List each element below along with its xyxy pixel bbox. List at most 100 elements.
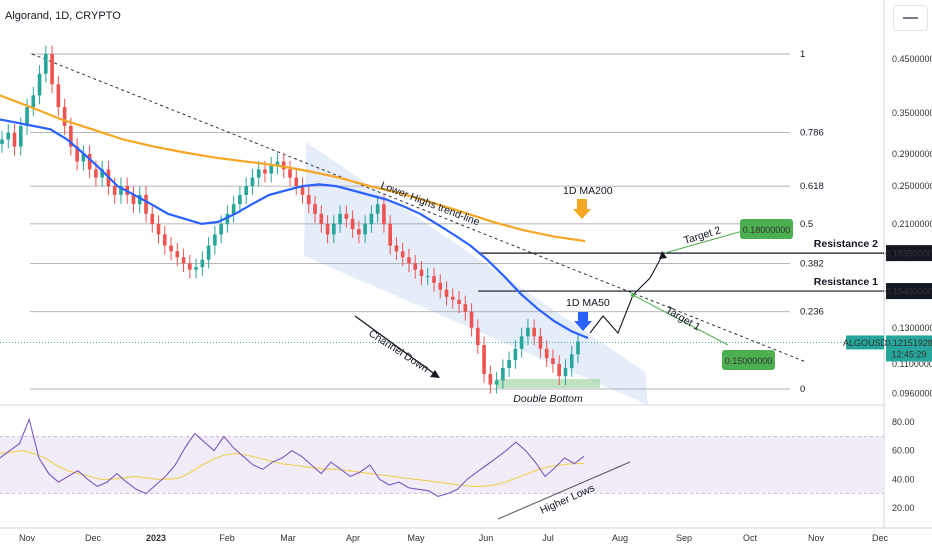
candle-body	[31, 95, 36, 108]
candle-body	[488, 374, 493, 385]
candle-body	[169, 245, 173, 252]
time-axis-tick: Oct	[743, 533, 758, 543]
higher-lows-line	[497, 461, 631, 520]
price-axis-tick: 0.29000000	[892, 149, 932, 159]
time-axis-tick: Sep	[676, 533, 692, 543]
ma200-arrow-icon	[573, 199, 591, 219]
channel-arrow-head	[430, 370, 440, 378]
projection-path	[589, 255, 663, 335]
candle-body	[557, 363, 562, 377]
candle-body	[494, 380, 499, 385]
candle-body	[175, 251, 180, 258]
candle-body	[394, 245, 399, 252]
candle-body	[526, 327, 530, 337]
price-axis-tick: 0.45000000	[892, 54, 932, 64]
last-price-label: 0.12151928	[885, 338, 932, 348]
candle-body	[244, 186, 248, 195]
target-price-label: 0.15000000	[725, 356, 773, 366]
candle-body	[112, 186, 117, 195]
candle-body	[513, 348, 518, 361]
resistance-price-tag	[886, 245, 932, 262]
price-axis-tick: 0.21000000	[892, 219, 932, 229]
time-axis-tick: Apr	[346, 533, 360, 543]
projection-arrow-head	[659, 251, 667, 259]
candle-body	[569, 354, 574, 368]
chart-title: Algorand, 1D, CRYPTO	[5, 10, 121, 22]
time-axis-tick: May	[407, 533, 425, 543]
target-price-box	[740, 219, 793, 239]
candle-body	[375, 204, 380, 214]
candle-body	[476, 327, 480, 346]
symbol-tag	[846, 335, 884, 350]
countdown-label: 12:45:29	[891, 349, 926, 359]
resistance-price-label: 0.18350000	[885, 249, 932, 259]
time-axis-tick: Dec	[85, 533, 102, 543]
candle-body	[413, 263, 418, 270]
time-axis-tick: 2023	[146, 533, 166, 543]
candle-body	[544, 348, 549, 359]
candle-body	[350, 218, 355, 230]
time-axis-tick: Nov	[808, 533, 825, 543]
double-bottom-box	[497, 379, 600, 388]
candle-body	[469, 311, 474, 328]
rsi-axis-tick: 40.00	[892, 474, 915, 484]
symbol-tag-label: ALGOUSD	[843, 338, 888, 348]
candle-body	[81, 153, 86, 162]
candle-body	[357, 229, 361, 235]
channel-arrow-line	[354, 315, 437, 376]
candle-body	[332, 223, 336, 235]
candle-body	[213, 234, 217, 246]
fib-level-label: 0.236	[800, 307, 824, 318]
candle-body	[119, 186, 123, 195]
candle-body	[519, 336, 524, 349]
candle-body	[0, 139, 4, 144]
candle-body	[344, 213, 349, 219]
target-origin-dot	[631, 293, 635, 297]
ma50-line	[0, 118, 589, 340]
target-2-line	[664, 229, 747, 254]
candle-body	[388, 223, 392, 246]
time-axis-tick: Jul	[542, 533, 554, 543]
candle-body	[37, 73, 42, 96]
fib-level-label: 1	[800, 49, 805, 60]
candle-body	[18, 125, 23, 147]
candle-body	[288, 169, 292, 178]
candle-body	[507, 360, 511, 368]
lower-highs-trend-line	[31, 53, 807, 363]
time-axis-tick: Mar	[280, 533, 296, 543]
candle-body	[281, 161, 286, 170]
candle-body	[450, 296, 455, 300]
candle-body	[94, 169, 98, 178]
candle-body	[563, 367, 568, 377]
price-axis-tick: 0.35000000	[892, 108, 932, 118]
time-axis-tick: Jun	[479, 533, 494, 543]
candle-body	[407, 257, 411, 264]
candle-body	[269, 165, 274, 174]
candle-body	[137, 194, 142, 205]
target-1-line	[632, 294, 729, 346]
resistance-label: Resistance 2	[814, 238, 878, 250]
ma50-label: 1D MA50	[566, 297, 610, 309]
candle-body	[319, 213, 324, 224]
candle-body	[432, 276, 436, 283]
rsi-ma-line	[0, 450, 584, 487]
candle-body	[150, 213, 155, 224]
candle-body	[363, 223, 367, 235]
candle-body	[44, 54, 48, 74]
fib-level-label: 0.382	[800, 258, 824, 269]
candle-body	[482, 345, 486, 375]
candle-body	[25, 107, 29, 126]
candle-body	[206, 245, 211, 260]
price-axis-tick: 0.13000000	[892, 323, 932, 333]
candle-body	[162, 234, 167, 246]
candle-body	[144, 194, 148, 214]
last-price-tag	[886, 335, 932, 362]
chart-menu-button[interactable]	[893, 5, 928, 31]
candle-body	[419, 269, 424, 277]
candle-body	[338, 213, 342, 224]
candle-body	[69, 125, 73, 147]
candle-body	[50, 54, 54, 85]
candle-body	[194, 267, 198, 270]
candle-body	[62, 107, 67, 126]
